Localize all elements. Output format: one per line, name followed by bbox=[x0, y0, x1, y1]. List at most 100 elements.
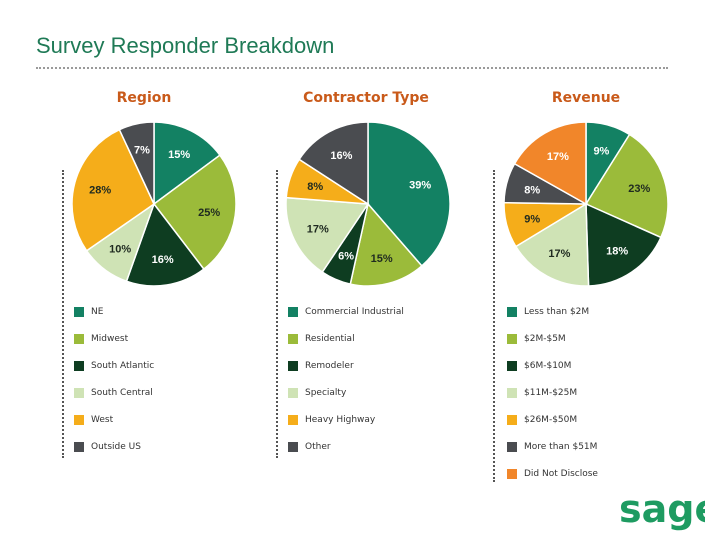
legend-swatch bbox=[288, 361, 298, 371]
legend-item-remodeler: Remodeler bbox=[288, 360, 404, 387]
legend-label: Outside US bbox=[91, 442, 141, 452]
slice-label-6m-10m: 18% bbox=[606, 245, 628, 257]
legend-item-did-not-disclose: Did Not Disclose bbox=[507, 468, 598, 495]
legend-item-2m-5m: $2M-$5M bbox=[507, 333, 598, 360]
legend-swatch bbox=[507, 307, 517, 317]
legend-label: Other bbox=[305, 442, 331, 452]
legend-item-ne: NE bbox=[74, 306, 154, 333]
pie-slice-6m-10m bbox=[585, 202, 662, 287]
legend-label: $2M-$5M bbox=[524, 334, 566, 344]
legend-item-more-than-51m: More than $51M bbox=[507, 441, 598, 468]
legend-item-commercial-industrial: Commercial Industrial bbox=[288, 306, 404, 333]
revenue-pie-chart: 9% 23% 18% 17% 9% 8% 17% bbox=[503, 121, 669, 287]
legend-label: Heavy Highway bbox=[305, 415, 376, 425]
pie-slice-west bbox=[71, 128, 155, 252]
legend-swatch bbox=[288, 334, 298, 344]
legend-swatch bbox=[74, 442, 84, 452]
legend-label: $11M-$25M bbox=[524, 388, 578, 398]
legend-swatch bbox=[507, 415, 517, 425]
slice-label-did-not-disclose: 17% bbox=[547, 151, 569, 163]
legend-label: Less than $2M bbox=[524, 307, 590, 317]
slice-label-more-than-51m: 8% bbox=[524, 184, 540, 196]
legend-item-south-atlantic: South Atlantic bbox=[74, 360, 154, 387]
legend-label: Did Not Disclose bbox=[524, 469, 598, 479]
legend-label: South Central bbox=[91, 388, 153, 398]
revenue-dotted-divider bbox=[493, 170, 495, 482]
legend-item-west: West bbox=[74, 414, 154, 441]
legend-item-6m-10m: $6M-$10M bbox=[507, 360, 598, 387]
pie-slice-outside-us bbox=[118, 121, 155, 205]
contractor-type-dotted-divider bbox=[276, 170, 278, 458]
pie-slice-did-not-disclose bbox=[513, 121, 587, 206]
legend-label: Residential bbox=[305, 334, 355, 344]
pie-slice-11m-25m bbox=[514, 202, 590, 287]
legend-label: South Atlantic bbox=[91, 361, 155, 371]
slice-label-residential: 15% bbox=[371, 253, 393, 265]
legend-swatch bbox=[288, 442, 298, 452]
legend-swatch bbox=[74, 388, 84, 398]
legend-swatch bbox=[507, 469, 517, 479]
legend-item-outside-us: Outside US bbox=[74, 441, 154, 468]
legend-item-11m-25m: $11M-$25M bbox=[507, 387, 598, 414]
legend-swatch bbox=[74, 334, 84, 344]
legend-swatch bbox=[288, 388, 298, 398]
region-legend: NE Midwest South Atlantic South Central West… bbox=[74, 306, 154, 468]
pie-slice-residential bbox=[349, 202, 423, 287]
region-dotted-divider bbox=[62, 170, 64, 458]
legend-swatch bbox=[507, 442, 517, 452]
legend-label: More than $51M bbox=[524, 442, 598, 452]
slice-label-remodeler: 6% bbox=[338, 250, 354, 262]
contractor-type-pie-chart: 39% 15% 6% 17% 8% 16% bbox=[285, 121, 451, 287]
legend-swatch bbox=[507, 361, 517, 371]
legend-item-other: Other bbox=[288, 441, 404, 468]
slice-label-2m-5m: 23% bbox=[628, 183, 650, 195]
legend-item-midwest: Midwest bbox=[74, 333, 154, 360]
region-chart-title: Region bbox=[116, 90, 172, 106]
pie-slice-2m-5m bbox=[584, 133, 669, 239]
contractor-type-legend: Commercial Industrial Residential Remodele… bbox=[288, 306, 404, 468]
legend-label: $6M-$10M bbox=[524, 361, 572, 371]
slice-label-commercial-industrial: 39% bbox=[409, 180, 431, 192]
legend-swatch bbox=[288, 307, 298, 317]
sage-logo-text: sage bbox=[619, 488, 705, 531]
legend-item-26m-50m: $26M-$50M bbox=[507, 414, 598, 441]
legend-label: Commercial Industrial bbox=[305, 307, 404, 317]
legend-label: Specialty bbox=[305, 388, 347, 398]
legend-label: Remodeler bbox=[305, 361, 354, 371]
legend-swatch bbox=[288, 415, 298, 425]
pie-slice-commercial-industrial bbox=[367, 121, 451, 267]
legend-item-specialty: Specialty bbox=[288, 387, 404, 414]
pie-slice-other bbox=[298, 121, 369, 206]
slice-label-ne: 15% bbox=[168, 149, 190, 161]
slice-label-west: 28% bbox=[89, 184, 111, 196]
slice-label-south-central: 10% bbox=[109, 243, 131, 255]
legend-item-less-than-2m: Less than $2M bbox=[507, 306, 598, 333]
slice-label-26m-50m: 9% bbox=[524, 214, 540, 226]
revenue-chart-title: Revenue bbox=[551, 90, 621, 106]
revenue-legend: Less than $2M $2M-$5M $6M-$10M $11M-$25M $26… bbox=[507, 306, 598, 495]
slice-label-other: 16% bbox=[330, 150, 352, 162]
pie-slice-midwest bbox=[152, 154, 237, 271]
legend-swatch bbox=[74, 307, 84, 317]
legend-swatch bbox=[507, 334, 517, 344]
region-pie-chart: 15% 25% 16% 10% 28% 7% bbox=[71, 121, 237, 287]
legend-label: $26M-$50M bbox=[524, 415, 578, 425]
title-divider bbox=[36, 67, 668, 69]
sage-logo: sage bbox=[619, 488, 705, 531]
pie-slice-ne bbox=[153, 121, 221, 206]
legend-item-heavy-highway: Heavy Highway bbox=[288, 414, 404, 441]
legend-item-south-central: South Central bbox=[74, 387, 154, 414]
legend-label: West bbox=[91, 415, 114, 425]
slice-label-specialty: 17% bbox=[307, 223, 329, 235]
legend-label: Midwest bbox=[91, 334, 129, 344]
pie-slice-specialty bbox=[285, 196, 370, 274]
slice-label-less-than-2m: 9% bbox=[593, 145, 609, 157]
slice-label-outside-us: 7% bbox=[134, 145, 150, 157]
legend-swatch bbox=[74, 361, 84, 371]
contractor-type-chart-title: Contractor Type bbox=[303, 90, 429, 106]
slice-label-11m-25m: 17% bbox=[548, 248, 570, 260]
slide-title: Survey Responder Breakdown bbox=[36, 33, 335, 58]
legend-item-residential: Residential bbox=[288, 333, 404, 360]
slice-label-south-atlantic: 16% bbox=[152, 254, 174, 266]
slice-label-midwest: 25% bbox=[198, 207, 220, 219]
